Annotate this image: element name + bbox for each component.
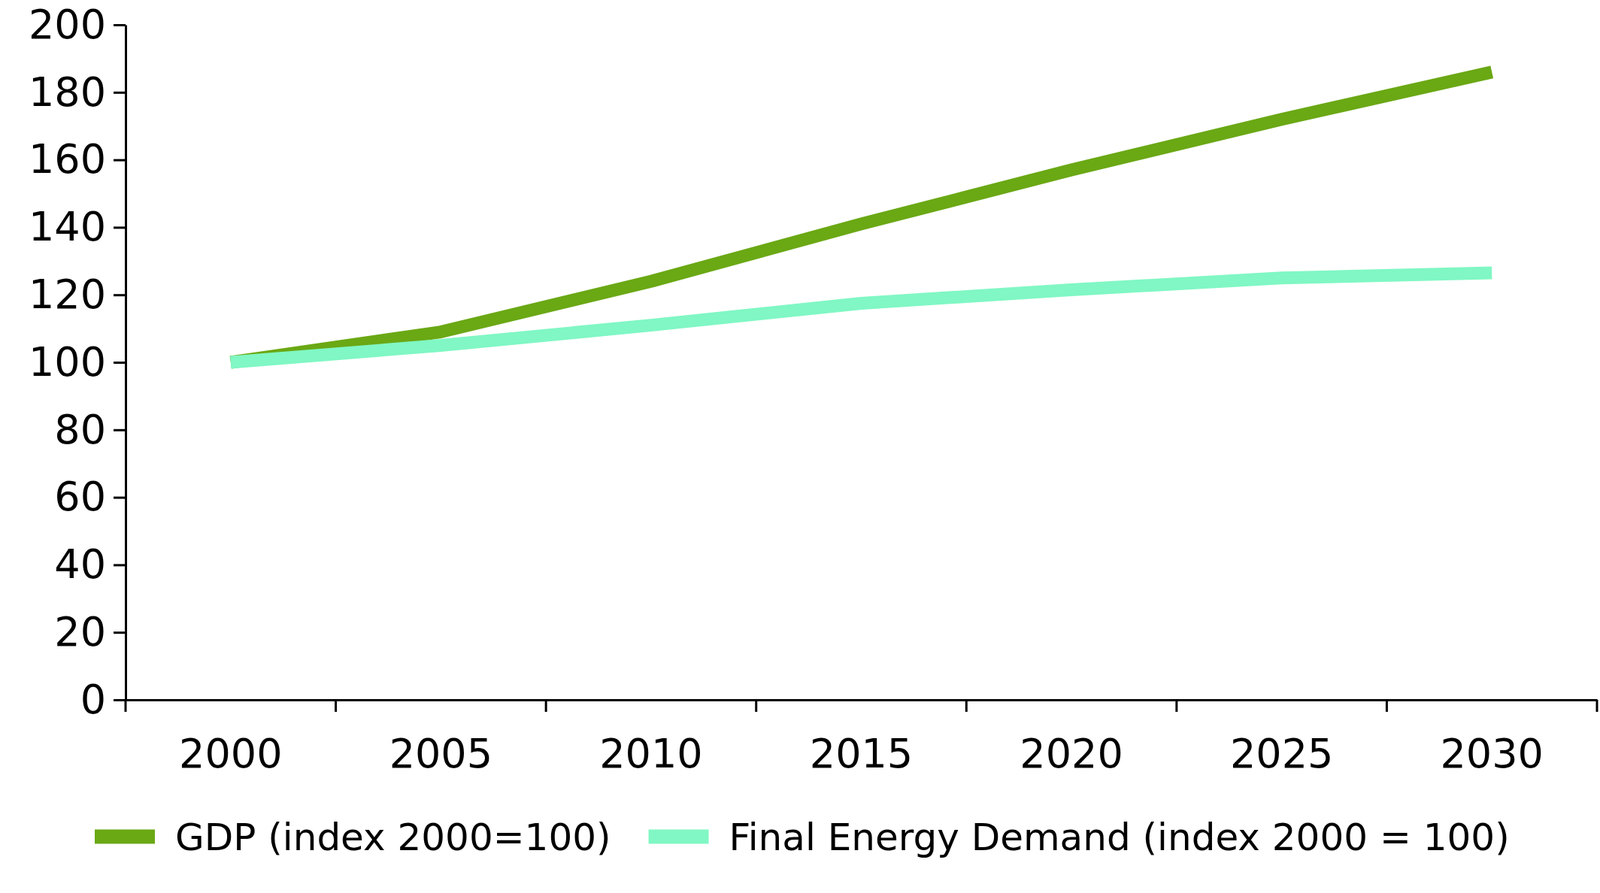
y-tick: 40 bbox=[54, 540, 126, 588]
x-boundary-tick bbox=[754, 700, 758, 713]
y-tick-label: 100 bbox=[28, 338, 107, 386]
legend-item: GDP (index 2000=100) bbox=[94, 815, 612, 860]
series-line bbox=[230, 272, 1492, 363]
y-axis: 0 20 40 60 80 100 120 140 160 180 200 bbox=[28, 0, 127, 724]
y-tick-label: 200 bbox=[28, 0, 107, 49]
x-tick-label: 2015 bbox=[809, 730, 913, 778]
x-tick-label: 2005 bbox=[389, 730, 493, 778]
y-tick-label: 120 bbox=[28, 270, 107, 319]
y-tick: 200 bbox=[28, 0, 126, 49]
y-tick: 140 bbox=[28, 203, 126, 251]
x-tick-label: 2020 bbox=[1019, 730, 1123, 778]
y-tick-mark bbox=[113, 699, 126, 702]
y-tick: 80 bbox=[54, 406, 126, 454]
y-tick-label: 60 bbox=[54, 472, 107, 521]
y-tick-label: 20 bbox=[54, 608, 107, 656]
y-tick-mark bbox=[113, 293, 126, 297]
chart-container: 0204060801001201401601802002000200520102… bbox=[0, 0, 1600, 893]
x-boundary-ticks bbox=[125, 700, 1597, 713]
x-tick-label: 2000 bbox=[178, 730, 282, 778]
y-tick: 100 bbox=[28, 338, 126, 386]
y-tick-label: 0 bbox=[80, 675, 107, 724]
y-tick-label: 160 bbox=[28, 135, 107, 183]
x-tick-label: 2030 bbox=[1439, 730, 1543, 778]
y-tick: 60 bbox=[54, 472, 126, 521]
x-boundary-tick bbox=[1596, 700, 1599, 713]
y-tick-mark bbox=[113, 563, 126, 567]
y-tick-label: 80 bbox=[54, 406, 107, 454]
x-boundary-tick bbox=[1385, 700, 1388, 713]
y-tick: 20 bbox=[54, 608, 126, 656]
legend-item: Final Energy Demand (index 2000 = 100) bbox=[648, 815, 1510, 860]
series-line bbox=[230, 72, 1492, 363]
x-axis-line bbox=[126, 699, 1598, 702]
x-tick: 2030 bbox=[1439, 700, 1543, 778]
x-tick-label: 2025 bbox=[1230, 730, 1334, 778]
legend-label: Final Energy Demand (index 2000 = 100) bbox=[729, 815, 1510, 860]
y-tick-mark bbox=[113, 24, 126, 27]
x-boundary-tick bbox=[1175, 700, 1178, 713]
legend: GDP (index 2000=100) Final Energy Demand … bbox=[94, 815, 1510, 860]
y-tick-label: 40 bbox=[54, 540, 107, 588]
y-tick-mark bbox=[113, 361, 126, 364]
y-tick-mark bbox=[113, 226, 126, 229]
y-tick: 0 bbox=[80, 675, 126, 724]
x-tick: 2025 bbox=[1230, 700, 1334, 778]
chart-svg: 0204060801001201401601802002000200520102… bbox=[0, 0, 1600, 893]
y-tick-mark bbox=[113, 631, 126, 634]
x-boundary-tick bbox=[965, 700, 968, 713]
legend-label: GDP (index 2000=100) bbox=[175, 815, 612, 860]
x-tick: 2010 bbox=[599, 700, 703, 778]
y-tick: 180 bbox=[28, 68, 126, 116]
x-boundary-tick bbox=[334, 700, 337, 713]
x-tick-label: 2010 bbox=[599, 730, 703, 778]
y-tick: 120 bbox=[28, 270, 126, 319]
y-tick-label: 140 bbox=[28, 203, 107, 251]
y-tick-mark bbox=[113, 429, 126, 432]
plot: 0204060801001201401601802002000200520102… bbox=[28, 0, 1598, 779]
y-tick-mark bbox=[113, 496, 126, 500]
x-axis: 2000 2005 2010 2015 2020 2025 2030 bbox=[125, 700, 1598, 778]
lines bbox=[230, 72, 1492, 363]
y-tick-mark bbox=[113, 91, 126, 94]
y-tick-mark bbox=[113, 159, 126, 162]
x-boundary-tick bbox=[545, 700, 548, 713]
legend-swatch bbox=[94, 830, 155, 845]
x-tick: 2020 bbox=[1019, 700, 1123, 778]
y-tick-label: 180 bbox=[28, 68, 107, 116]
y-tick: 160 bbox=[28, 135, 126, 183]
x-tick: 2005 bbox=[389, 700, 493, 778]
x-boundary-tick bbox=[124, 700, 128, 713]
x-tick: 2015 bbox=[809, 700, 913, 778]
legend-swatch bbox=[648, 830, 710, 845]
x-tick: 2000 bbox=[178, 700, 282, 778]
